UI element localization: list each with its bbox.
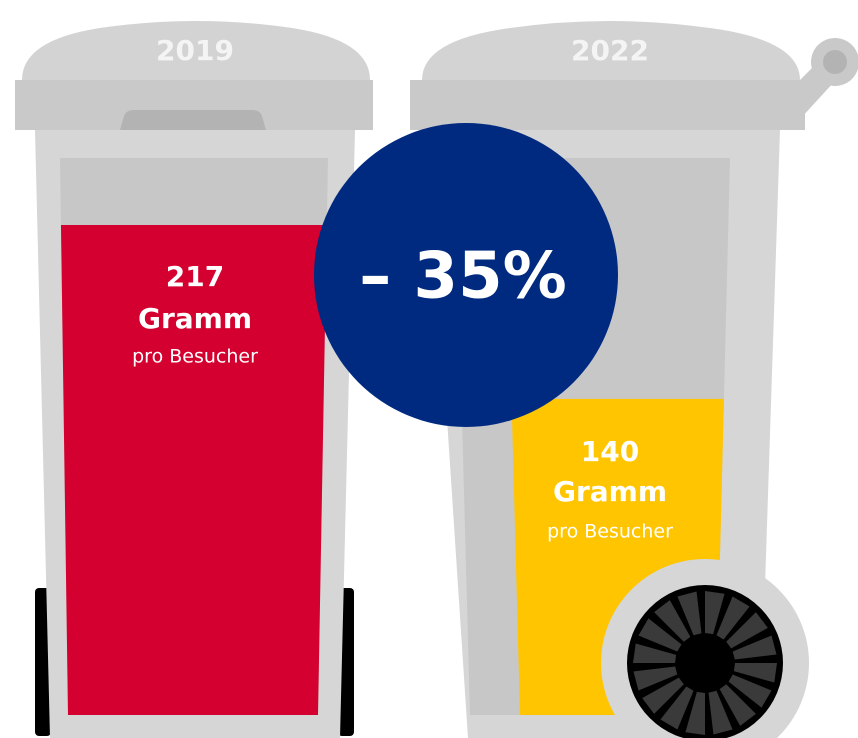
unit-label: Gramm xyxy=(138,302,252,335)
hinge-knob xyxy=(823,50,847,74)
annotation: – 35% xyxy=(359,240,566,314)
spoke xyxy=(638,618,682,652)
spoke xyxy=(642,677,684,714)
spoke xyxy=(732,635,777,660)
spoke xyxy=(705,591,725,635)
wheel-2022 xyxy=(601,559,809,738)
spoke xyxy=(708,690,733,735)
sub-label: pro Besucher xyxy=(547,521,673,543)
spoke xyxy=(726,612,768,649)
spoke xyxy=(654,600,691,642)
labels: 217 Gramm pro Besucher 140 Gramm pro Bes… xyxy=(132,260,673,543)
spoke xyxy=(660,686,694,730)
year-label: 2019 xyxy=(156,34,234,67)
spoke xyxy=(633,666,678,691)
lid xyxy=(22,21,370,80)
spoke xyxy=(719,684,756,726)
spoke xyxy=(728,674,772,708)
fill-level xyxy=(60,225,327,715)
year-label: 2022 xyxy=(571,34,649,67)
value-label: 217 xyxy=(166,260,224,293)
wheel xyxy=(35,588,51,736)
spoke xyxy=(677,591,702,636)
lid xyxy=(422,21,800,80)
spoke xyxy=(733,663,777,683)
hub xyxy=(679,637,731,689)
spokes xyxy=(633,591,777,735)
handle xyxy=(120,110,266,130)
lid-bar xyxy=(410,80,805,130)
unit-label: Gramm xyxy=(553,475,667,508)
spoke xyxy=(633,643,677,663)
sub-label: pro Besucher xyxy=(132,346,258,368)
value-label: 140 xyxy=(581,435,639,468)
spoke xyxy=(685,691,705,735)
spoke xyxy=(716,596,750,640)
badge xyxy=(314,123,618,427)
